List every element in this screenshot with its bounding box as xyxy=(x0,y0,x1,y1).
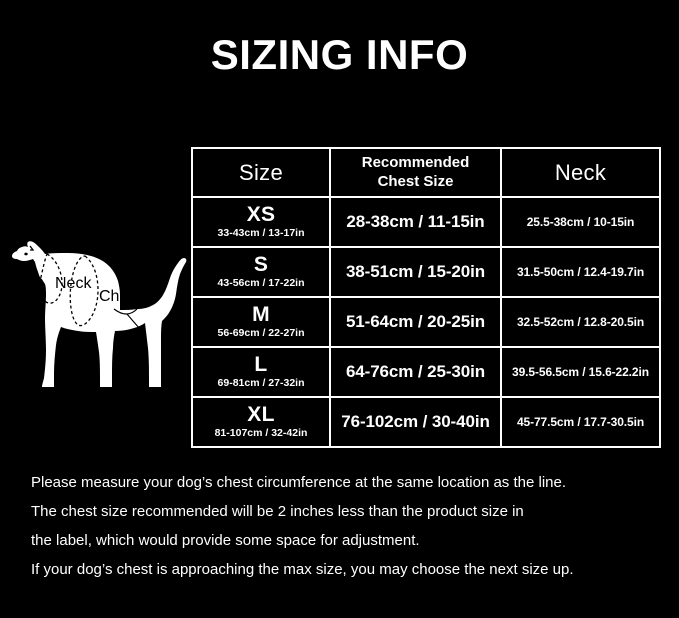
size-range: 81-107cm / 32-42in xyxy=(214,427,308,440)
size-cell: XS 33-43cm / 13-17in xyxy=(191,196,331,248)
dog-eye xyxy=(24,252,28,256)
neck-cell: 25.5-38cm / 10-15in xyxy=(500,196,661,248)
header-chest-line1: Recommended xyxy=(361,153,470,171)
size-label: XL xyxy=(247,403,275,427)
instruction-line: The chest size recommended will be 2 inc… xyxy=(31,503,524,520)
size-cell: M 56-69cm / 22-27in xyxy=(191,296,331,348)
size-range: 33-43cm / 13-17in xyxy=(217,227,305,240)
size-label: L xyxy=(254,353,268,377)
header-chest-line2: Chest Size xyxy=(377,172,454,190)
chest-label: Chest xyxy=(99,288,141,305)
neck-cell: 39.5-56.5cm / 15.6-22.2in xyxy=(500,346,661,398)
instruction-line: If your dog’s chest is approaching the m… xyxy=(31,561,574,578)
sizing-table: Size Recommended Chest Size Neck XS 33-4… xyxy=(191,147,661,448)
neck-cell: 31.5-50cm / 12.4-19.7in xyxy=(500,246,661,298)
neck-cell: 32.5-52cm / 12.8-20.5in xyxy=(500,296,661,348)
chest-cell: 28-38cm / 11-15in xyxy=(329,196,502,248)
neck-cell: 45-77.5cm / 17.7-30.5in xyxy=(500,396,661,448)
instructions-block: Please measure your dog’s chest circumfe… xyxy=(31,468,651,584)
table-row: S 43-56cm / 17-22in 38-51cm / 15-20in 31… xyxy=(191,246,661,298)
dog-hindleg-line xyxy=(126,313,145,334)
header-chest: Recommended Chest Size xyxy=(329,147,502,198)
table-row: M 56-69cm / 22-27in 51-64cm / 20-25in 32… xyxy=(191,296,661,348)
instruction-line: the label, which would provide some spac… xyxy=(31,532,420,549)
size-range: 43-56cm / 17-22in xyxy=(217,277,305,290)
size-cell: L 69-81cm / 27-32in xyxy=(191,346,331,398)
chest-cell: 64-76cm / 25-30in xyxy=(329,346,502,398)
table-row: XS 33-43cm / 13-17in 28-38cm / 11-15in 2… xyxy=(191,196,661,248)
size-cell: S 43-56cm / 17-22in xyxy=(191,246,331,298)
size-label: XS xyxy=(246,203,276,227)
chest-cell: 51-64cm / 20-25in xyxy=(329,296,502,348)
chest-cell: 38-51cm / 15-20in xyxy=(329,246,502,298)
table-row: XL 81-107cm / 32-42in 76-102cm / 30-40in… xyxy=(191,396,661,448)
dog-ear-shape xyxy=(35,248,47,280)
instruction-line: Please measure your dog’s chest circumfe… xyxy=(31,474,567,491)
chest-cell: 76-102cm / 30-40in xyxy=(329,396,502,448)
size-label: M xyxy=(252,303,270,327)
size-range: 69-81cm / 27-32in xyxy=(217,377,305,390)
size-label: S xyxy=(253,253,269,277)
neck-measure-line xyxy=(39,253,63,304)
chest-measure-line xyxy=(69,255,99,327)
dog-body-shape xyxy=(12,241,187,387)
size-cell: XL 81-107cm / 32-42in xyxy=(191,396,331,448)
header-size: Size xyxy=(191,147,331,198)
header-neck: Neck xyxy=(500,147,661,198)
table-header-row: Size Recommended Chest Size Neck xyxy=(191,147,661,198)
page-title: SIZING INFO xyxy=(210,31,469,78)
dog-brow-mark xyxy=(29,245,35,251)
table-row: L 69-81cm / 27-32in 64-76cm / 25-30in 39… xyxy=(191,346,661,398)
dog-silhouette-illustration: Neck Chest xyxy=(8,228,190,393)
size-range: 56-69cm / 22-27in xyxy=(217,327,305,340)
dog-haunch-line xyxy=(113,308,138,315)
neck-label: Neck xyxy=(55,275,92,292)
